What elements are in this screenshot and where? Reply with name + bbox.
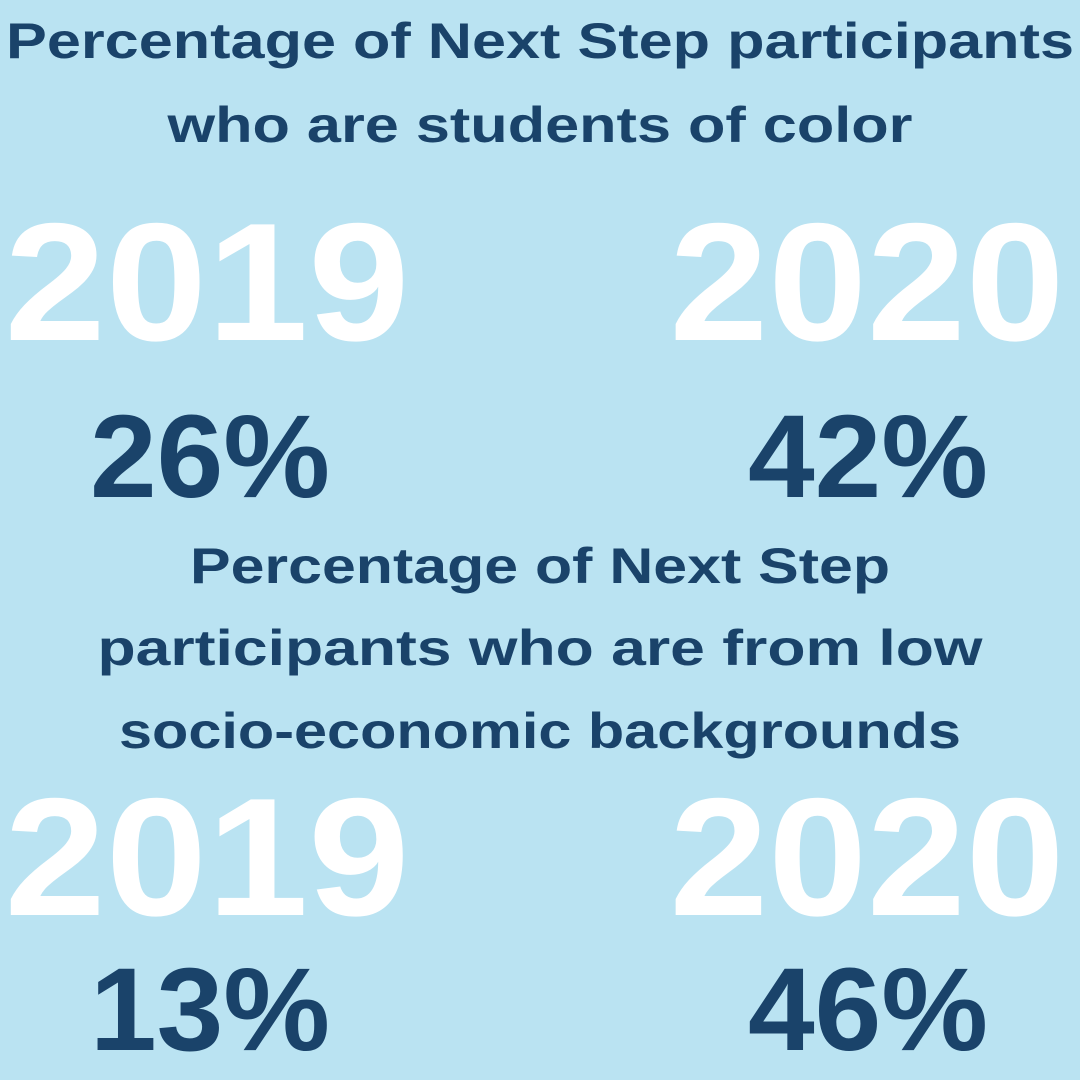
section-title: Percentage of Next Step — [190, 538, 890, 594]
section-title: Percentage of Next Step participants — [6, 13, 1074, 69]
year-label: 2020 — [670, 188, 1065, 376]
percentage-value: 46% — [748, 944, 988, 1076]
year-label: 2020 — [670, 763, 1065, 951]
year-label: 2019 — [5, 188, 410, 376]
section-title: who are students of color — [166, 97, 912, 153]
year-label: 2019 — [5, 763, 410, 951]
percentage-value: 26% — [90, 391, 330, 523]
percentage-value: 42% — [748, 391, 988, 523]
section-title: socio-economic backgrounds — [119, 703, 961, 759]
section-title: participants who are from low — [98, 620, 983, 676]
percentage-value: 13% — [90, 944, 330, 1076]
